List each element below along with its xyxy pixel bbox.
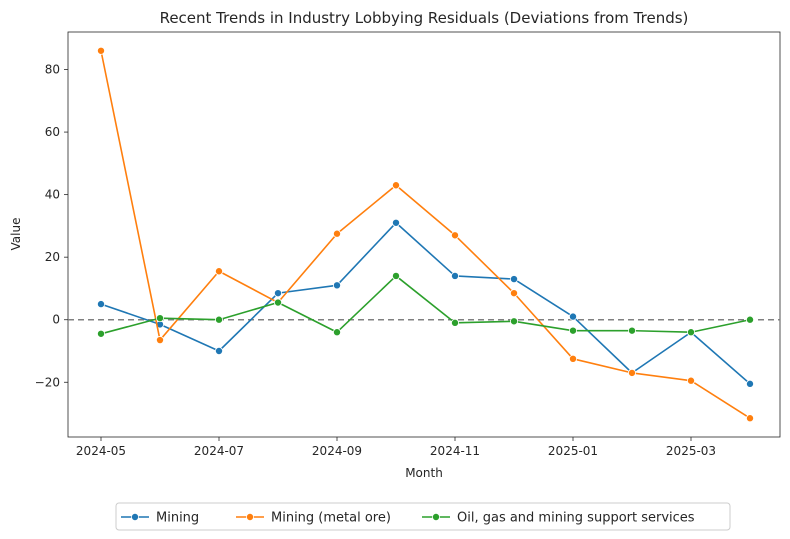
legend-swatch-marker	[130, 513, 139, 522]
data-point	[569, 312, 578, 321]
y-tick-label: 80	[45, 63, 60, 77]
x-tick-label: 2025-01	[548, 444, 598, 458]
chart-title: Recent Trends in Industry Lobbying Resid…	[160, 9, 689, 27]
data-point	[214, 267, 223, 276]
data-point	[746, 379, 755, 388]
x-tick-label: 2025-03	[666, 444, 716, 458]
data-point	[155, 314, 164, 323]
data-point	[746, 315, 755, 324]
data-point	[97, 329, 106, 338]
legend-label: Oil, gas and mining support services	[457, 511, 695, 526]
data-point	[332, 281, 341, 290]
data-point	[450, 318, 459, 327]
data-point	[214, 346, 223, 355]
data-point	[391, 218, 400, 227]
data-point	[509, 317, 518, 326]
data-point	[214, 315, 223, 324]
data-point	[450, 271, 459, 280]
data-point	[509, 289, 518, 298]
y-tick-label: 0	[52, 313, 60, 327]
x-tick-label: 2024-09	[312, 444, 362, 458]
legend-swatch-marker	[431, 513, 440, 522]
data-point	[687, 376, 696, 385]
legend-item: Mining (metal ore)	[236, 511, 391, 526]
x-tick-label: 2024-11	[430, 444, 480, 458]
data-point	[569, 354, 578, 363]
data-point	[332, 229, 341, 238]
y-tick-label: 40	[45, 188, 60, 202]
data-point	[97, 46, 106, 55]
plot-frame	[67, 31, 781, 438]
data-point	[628, 326, 637, 335]
data-point	[687, 328, 696, 337]
data-point	[273, 298, 282, 307]
series-1	[97, 218, 755, 388]
y-tick-label: 60	[45, 125, 60, 139]
x-axis-label: Month	[405, 466, 443, 480]
legend-label: Mining (metal ore)	[271, 511, 391, 526]
legend-swatch-marker	[245, 513, 254, 522]
data-point	[509, 275, 518, 284]
data-point	[450, 231, 459, 240]
legend: Mining Mining (metal ore) Oil, gas and min…	[115, 502, 731, 531]
legend-item: Oil, gas and mining support services	[422, 511, 695, 526]
series-line	[100, 221, 751, 385]
series-line	[100, 50, 751, 419]
series-3	[97, 271, 755, 338]
data-point	[746, 414, 755, 423]
data-point	[273, 289, 282, 298]
y-tick-label: −20	[35, 375, 60, 389]
y-axis-label: Value	[9, 218, 23, 251]
legend-label: Mining	[156, 511, 199, 526]
y-tick-label: 20	[45, 250, 60, 264]
series-line	[100, 275, 751, 335]
data-point	[391, 271, 400, 280]
x-tick-label: 2024-05	[76, 444, 126, 458]
data-point	[391, 181, 400, 190]
data-point	[569, 326, 578, 335]
legend-item: Mining	[121, 511, 199, 526]
x-tick-label: 2024-07	[194, 444, 244, 458]
data-point	[97, 300, 106, 309]
data-point	[155, 336, 164, 345]
series-2	[97, 46, 755, 423]
data-point	[628, 368, 637, 377]
data-point	[332, 328, 341, 337]
